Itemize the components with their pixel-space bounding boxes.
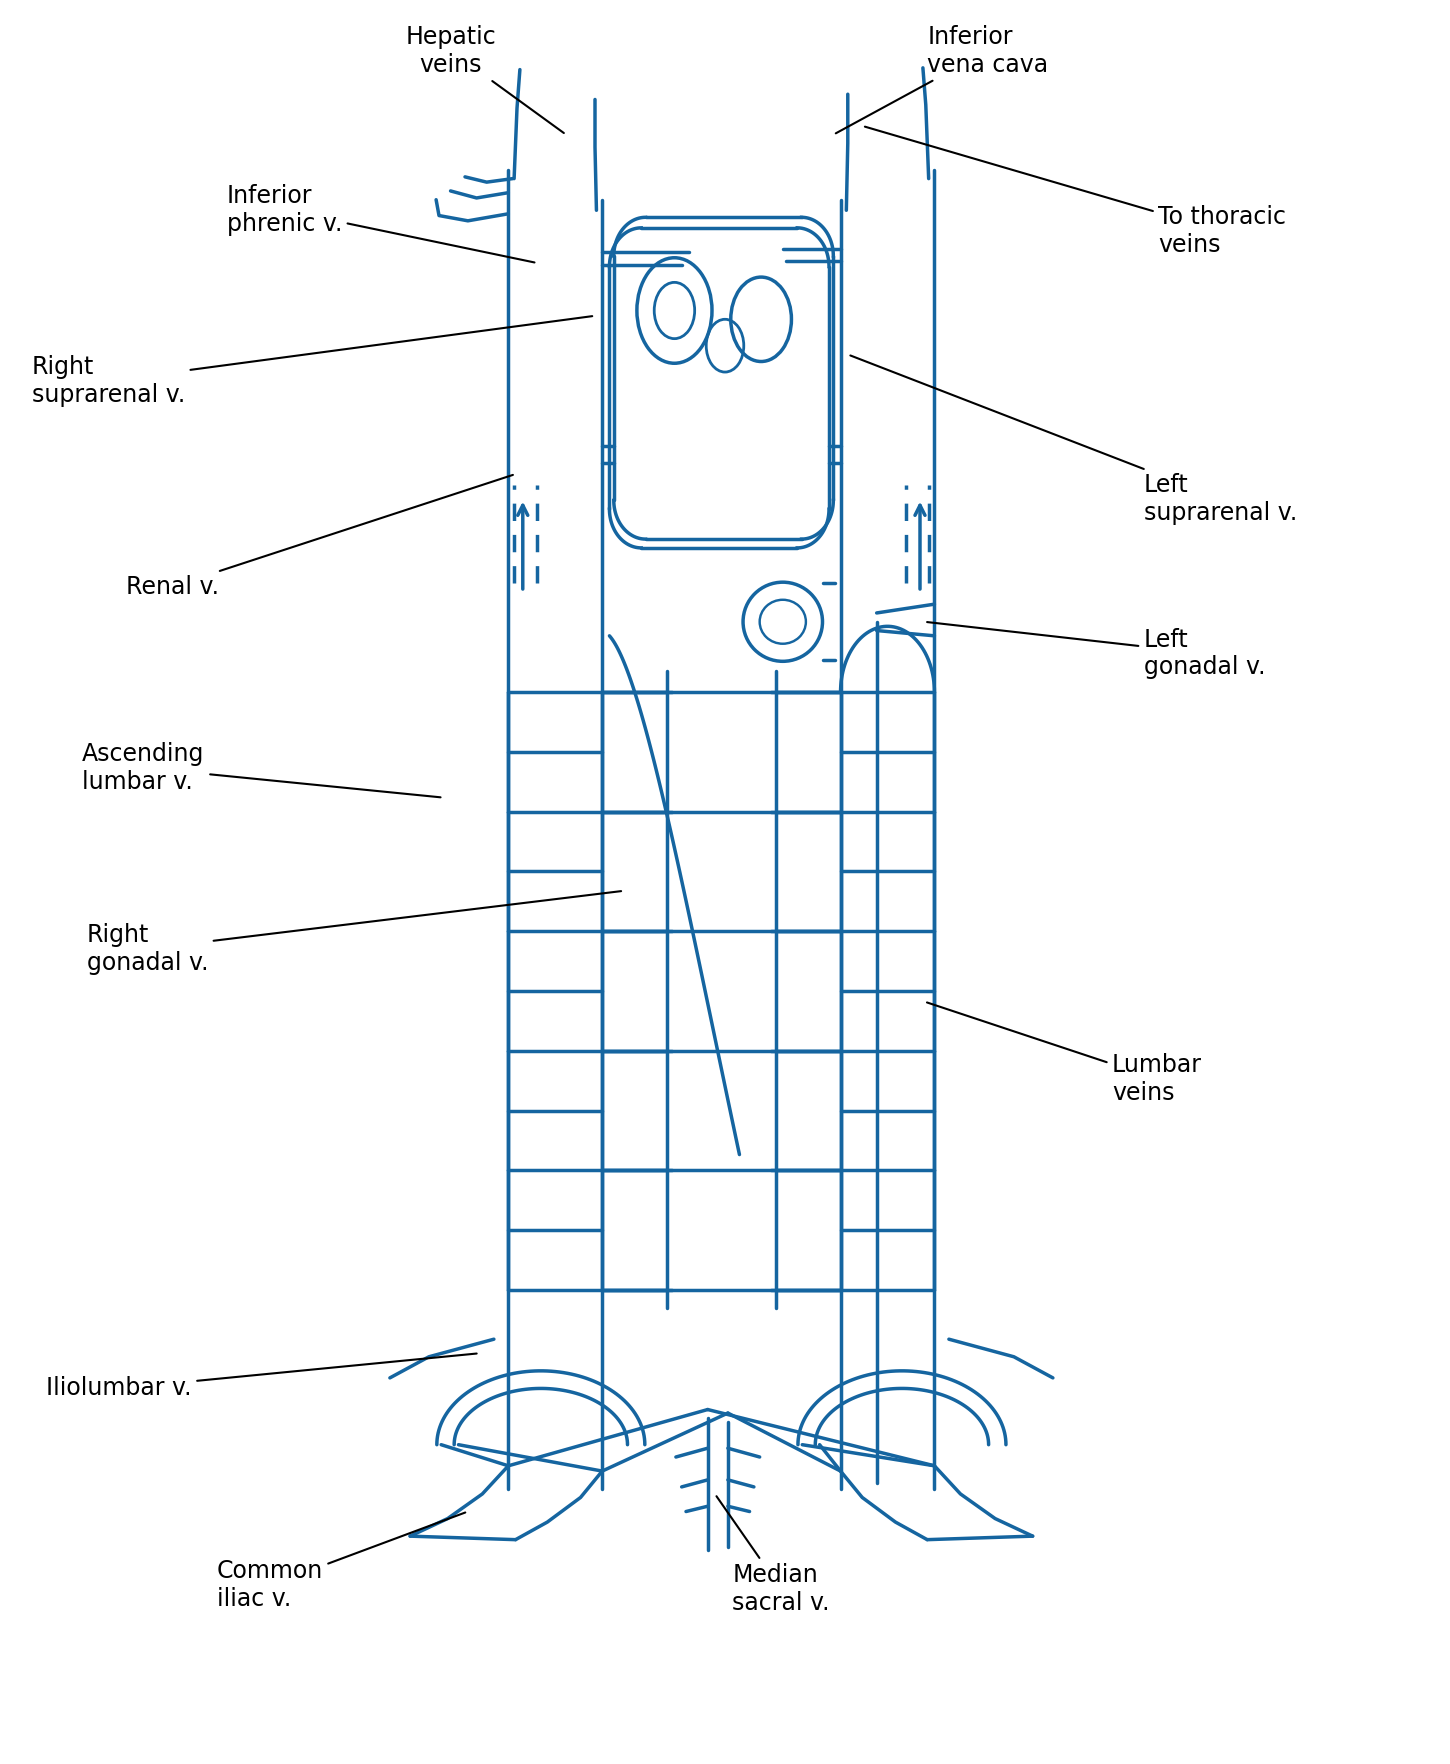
Text: Left
gonadal v.: Left gonadal v. [927, 623, 1266, 679]
Text: Common
iliac v.: Common iliac v. [216, 1512, 465, 1611]
Text: Inferior
vena cava: Inferior vena cava [835, 25, 1048, 134]
Text: Iliolumbar v.: Iliolumbar v. [46, 1353, 477, 1401]
Text: Ascending
lumbar v.: Ascending lumbar v. [83, 743, 441, 797]
Text: Renal v.: Renal v. [126, 475, 513, 598]
Text: Lumbar
veins: Lumbar veins [927, 1002, 1202, 1104]
Text: Inferior
phrenic v.: Inferior phrenic v. [226, 185, 535, 263]
Text: Hepatic
veins: Hepatic veins [405, 25, 564, 132]
Text: To thoracic
veins: To thoracic veins [864, 127, 1286, 258]
Text: Right
suprarenal v.: Right suprarenal v. [32, 316, 592, 407]
Text: Median
sacral v.: Median sacral v. [716, 1496, 829, 1614]
Text: Left
suprarenal v.: Left suprarenal v. [850, 356, 1298, 524]
Ellipse shape [742, 582, 822, 662]
Text: Right
gonadal v.: Right gonadal v. [87, 891, 621, 975]
